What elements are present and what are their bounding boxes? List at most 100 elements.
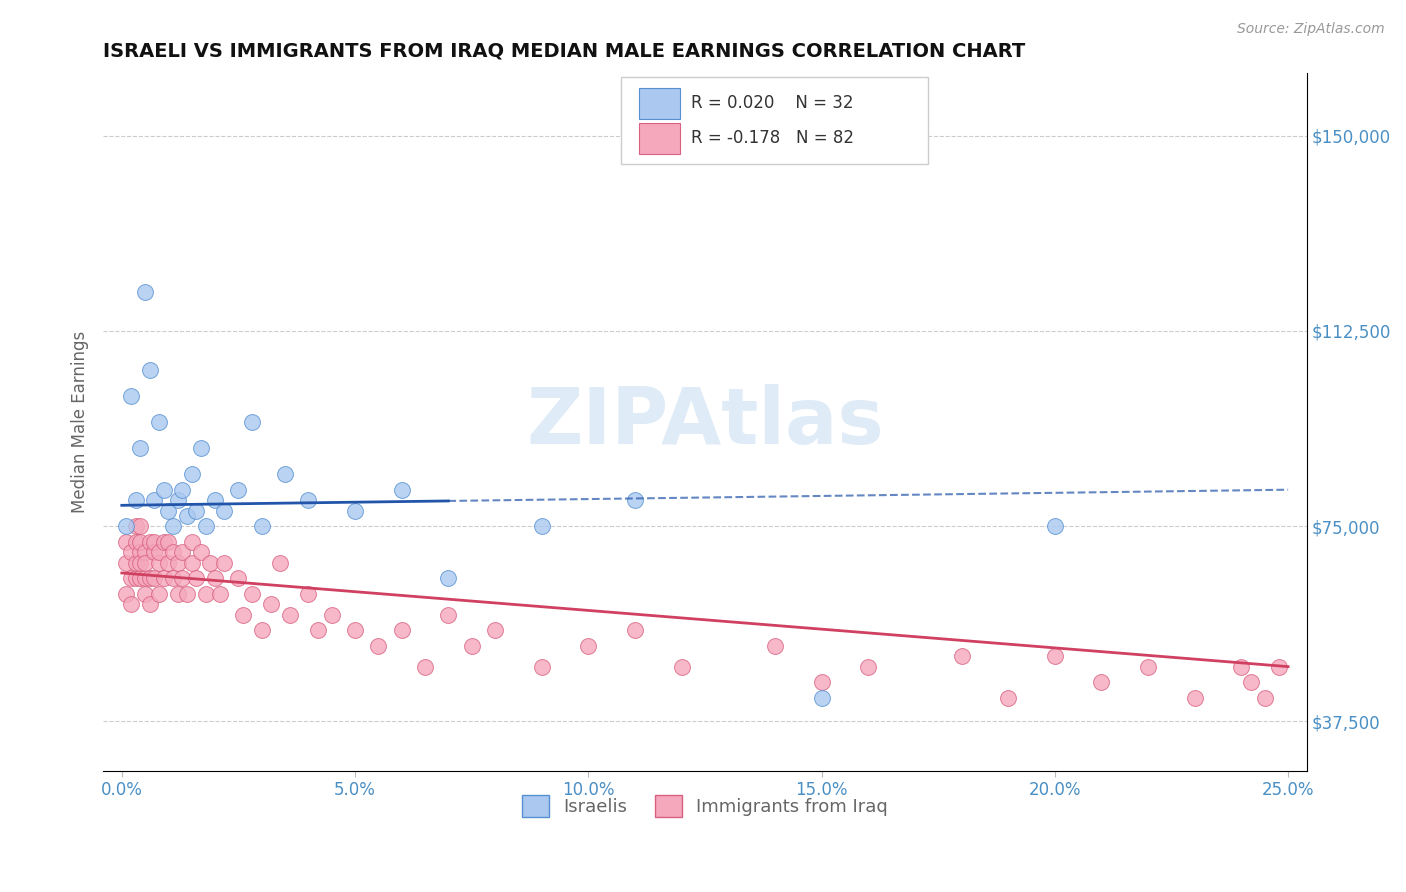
- Point: [250, 519, 273, 533]
- Point: [204, 493, 226, 508]
- Point: [180, 467, 202, 481]
- Point: [143, 534, 166, 549]
- Point: [1230, 659, 1253, 673]
- Point: [115, 534, 138, 549]
- Point: [176, 587, 198, 601]
- Point: [172, 545, 194, 559]
- Point: [134, 587, 156, 601]
- Point: [194, 587, 217, 601]
- Point: [344, 503, 367, 517]
- Point: [278, 607, 301, 622]
- Point: [139, 363, 162, 377]
- Point: [297, 587, 319, 601]
- Point: [228, 483, 250, 497]
- Point: [125, 534, 148, 549]
- Point: [143, 493, 166, 508]
- Point: [120, 389, 142, 403]
- Point: [162, 545, 184, 559]
- Text: R = 0.020    N = 32: R = 0.020 N = 32: [690, 95, 853, 112]
- Point: [190, 545, 212, 559]
- Point: [143, 571, 166, 585]
- Point: [180, 534, 202, 549]
- Point: [129, 519, 152, 533]
- Point: [214, 556, 236, 570]
- Point: [115, 556, 138, 570]
- Point: [530, 659, 553, 673]
- Point: [143, 545, 166, 559]
- Point: [115, 519, 138, 533]
- Point: [997, 690, 1019, 705]
- Point: [228, 571, 250, 585]
- Point: [1184, 690, 1206, 705]
- Point: [157, 556, 180, 570]
- FancyBboxPatch shape: [638, 88, 679, 119]
- Point: [297, 493, 319, 508]
- Point: [260, 597, 283, 611]
- Point: [148, 587, 170, 601]
- Point: [134, 545, 156, 559]
- Point: [530, 519, 553, 533]
- Point: [460, 639, 482, 653]
- FancyBboxPatch shape: [620, 77, 928, 164]
- Point: [232, 607, 254, 622]
- Point: [437, 607, 460, 622]
- Point: [166, 587, 188, 601]
- Point: [858, 659, 880, 673]
- Point: [321, 607, 343, 622]
- Point: [367, 639, 389, 653]
- Point: [172, 571, 194, 585]
- Text: Source: ZipAtlas.com: Source: ZipAtlas.com: [1237, 22, 1385, 37]
- Point: [152, 571, 174, 585]
- Point: [1043, 649, 1066, 664]
- Point: [134, 556, 156, 570]
- Point: [208, 587, 231, 601]
- Point: [157, 503, 180, 517]
- Point: [129, 534, 152, 549]
- Point: [391, 624, 413, 638]
- Point: [274, 467, 297, 481]
- Point: [763, 639, 786, 653]
- Point: [186, 503, 208, 517]
- Legend: Israelis, Immigrants from Iraq: Israelis, Immigrants from Iraq: [515, 788, 896, 824]
- Text: ZIPAtlas: ZIPAtlas: [526, 384, 884, 460]
- Point: [413, 659, 436, 673]
- Point: [950, 649, 973, 664]
- Point: [139, 534, 162, 549]
- Point: [344, 624, 367, 638]
- Point: [671, 659, 693, 673]
- Point: [810, 675, 832, 690]
- Text: ISRAELI VS IMMIGRANTS FROM IRAQ MEDIAN MALE EARNINGS CORRELATION CHART: ISRAELI VS IMMIGRANTS FROM IRAQ MEDIAN M…: [103, 42, 1025, 61]
- FancyBboxPatch shape: [638, 123, 679, 153]
- Point: [148, 415, 170, 429]
- Point: [810, 690, 832, 705]
- Point: [120, 545, 142, 559]
- Point: [214, 503, 236, 517]
- Point: [624, 493, 647, 508]
- Point: [115, 587, 138, 601]
- Point: [269, 556, 291, 570]
- Point: [120, 571, 142, 585]
- Point: [1043, 519, 1066, 533]
- Point: [1268, 659, 1291, 673]
- Point: [1254, 690, 1277, 705]
- Point: [120, 597, 142, 611]
- Point: [134, 571, 156, 585]
- Point: [242, 587, 264, 601]
- Point: [200, 556, 222, 570]
- Point: [129, 441, 152, 455]
- Y-axis label: Median Male Earnings: Median Male Earnings: [72, 331, 89, 513]
- Point: [166, 493, 188, 508]
- Point: [180, 556, 202, 570]
- Point: [125, 519, 148, 533]
- Point: [1090, 675, 1112, 690]
- Point: [1137, 659, 1160, 673]
- Point: [172, 483, 194, 497]
- Point: [139, 597, 162, 611]
- Point: [129, 545, 152, 559]
- Point: [1240, 675, 1263, 690]
- Point: [624, 624, 647, 638]
- Point: [576, 639, 599, 653]
- Point: [157, 534, 180, 549]
- Point: [242, 415, 264, 429]
- Point: [176, 508, 198, 523]
